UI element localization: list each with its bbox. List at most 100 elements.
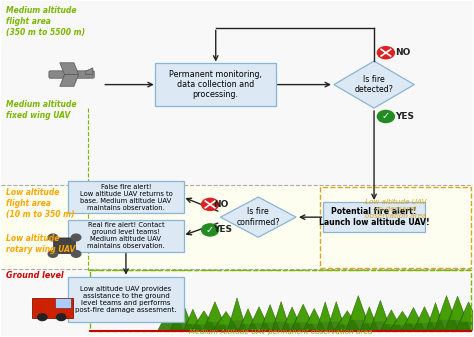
Polygon shape <box>238 309 257 330</box>
Polygon shape <box>203 302 227 330</box>
Circle shape <box>201 224 219 236</box>
Circle shape <box>56 314 66 320</box>
Polygon shape <box>187 309 199 324</box>
Text: Is fire
detected?: Is fire detected? <box>355 75 393 94</box>
Polygon shape <box>208 302 222 322</box>
Bar <box>91 270 471 331</box>
Polygon shape <box>374 300 387 321</box>
Polygon shape <box>272 302 290 330</box>
Text: Potential fire alert!
Launch low altitude UAV!: Potential fire alert! Launch low altitud… <box>319 208 429 227</box>
Polygon shape <box>264 305 276 323</box>
Polygon shape <box>426 303 445 330</box>
Text: Medium Altitude UAV permanent observation area: Medium Altitude UAV permanent observatio… <box>189 329 373 335</box>
Text: Is fire
confirmed?: Is fire confirmed? <box>237 208 280 227</box>
Circle shape <box>377 111 394 123</box>
Text: False fire alert!
Low altitude UAV returns to
base. Medium altitude UAV
maintain: False fire alert! Low altitude UAV retur… <box>80 184 173 211</box>
Text: Real fire alert! Contact
ground level teams!
Medium altitude UAV
maintains obser: Real fire alert! Contact ground level te… <box>87 222 165 249</box>
Polygon shape <box>218 311 234 325</box>
Polygon shape <box>220 197 296 237</box>
Polygon shape <box>275 302 287 321</box>
Circle shape <box>72 234 81 241</box>
Polygon shape <box>418 307 431 323</box>
Polygon shape <box>346 296 371 330</box>
Polygon shape <box>430 303 441 322</box>
Text: Permanent monitoring,
data collection and
processing.: Permanent monitoring, data collection an… <box>169 70 262 99</box>
Text: Low altitude UAV
on-demand
observation area: Low altitude UAV on-demand observation a… <box>365 199 426 219</box>
Polygon shape <box>260 305 280 330</box>
FancyBboxPatch shape <box>55 298 71 308</box>
Text: ✓: ✓ <box>382 112 390 121</box>
Text: ✓: ✓ <box>206 225 214 235</box>
Polygon shape <box>296 304 310 323</box>
Polygon shape <box>213 311 239 330</box>
Polygon shape <box>456 302 474 330</box>
Polygon shape <box>291 304 315 330</box>
Polygon shape <box>395 311 410 325</box>
Polygon shape <box>461 302 474 322</box>
Polygon shape <box>364 307 375 323</box>
Polygon shape <box>381 310 402 330</box>
Text: Medium altitude
fixed wing UAV: Medium altitude fixed wing UAV <box>6 100 77 120</box>
Bar <box>0 1 474 185</box>
Polygon shape <box>320 302 330 322</box>
Polygon shape <box>228 298 246 330</box>
FancyBboxPatch shape <box>32 298 73 318</box>
Polygon shape <box>242 309 254 324</box>
Bar <box>319 187 471 268</box>
Polygon shape <box>158 306 184 330</box>
Circle shape <box>201 198 219 210</box>
Circle shape <box>48 250 58 257</box>
FancyBboxPatch shape <box>323 202 425 233</box>
FancyBboxPatch shape <box>49 71 94 78</box>
Text: Ground level: Ground level <box>6 271 64 280</box>
Text: Low altitude UAV provides
assistance to the ground
level teams and performs
post: Low altitude UAV provides assistance to … <box>75 286 177 313</box>
Polygon shape <box>334 61 414 108</box>
Polygon shape <box>303 308 325 330</box>
Polygon shape <box>370 300 391 330</box>
Polygon shape <box>339 311 355 325</box>
Text: Low altitude
flight area
(10 m to 350 m): Low altitude flight area (10 m to 350 m) <box>6 188 75 219</box>
FancyBboxPatch shape <box>68 181 184 213</box>
Polygon shape <box>413 307 436 330</box>
Text: NO: NO <box>213 200 229 209</box>
Polygon shape <box>327 302 346 330</box>
Text: YES: YES <box>395 112 414 121</box>
Text: Medium altitude
flight area
(350 m to 5500 m): Medium altitude flight area (350 m to 55… <box>6 6 85 37</box>
Polygon shape <box>445 296 470 330</box>
Text: NO: NO <box>395 48 410 57</box>
Polygon shape <box>282 307 302 330</box>
Polygon shape <box>334 311 360 330</box>
Polygon shape <box>175 300 189 321</box>
Polygon shape <box>450 296 465 320</box>
Polygon shape <box>407 307 420 324</box>
Polygon shape <box>385 310 398 324</box>
Polygon shape <box>163 306 179 323</box>
Polygon shape <box>231 298 243 320</box>
FancyBboxPatch shape <box>68 219 184 252</box>
Polygon shape <box>390 311 415 330</box>
Bar <box>0 185 474 269</box>
Circle shape <box>48 234 58 241</box>
Circle shape <box>377 47 394 59</box>
Circle shape <box>37 314 47 320</box>
Polygon shape <box>351 296 366 320</box>
Polygon shape <box>86 68 93 74</box>
Polygon shape <box>248 307 270 330</box>
Polygon shape <box>171 300 193 330</box>
Polygon shape <box>308 308 321 324</box>
Polygon shape <box>439 296 454 320</box>
Polygon shape <box>331 302 342 322</box>
Polygon shape <box>253 307 265 323</box>
Bar <box>0 269 474 336</box>
Polygon shape <box>402 307 425 330</box>
Polygon shape <box>60 74 79 86</box>
Polygon shape <box>196 311 211 325</box>
Text: Low altitude
rotary wing UAV: Low altitude rotary wing UAV <box>6 234 76 254</box>
Polygon shape <box>434 296 459 330</box>
Polygon shape <box>60 63 79 74</box>
Polygon shape <box>183 309 202 330</box>
FancyBboxPatch shape <box>68 277 184 322</box>
Polygon shape <box>317 302 334 330</box>
Polygon shape <box>360 307 378 330</box>
Polygon shape <box>191 311 217 330</box>
